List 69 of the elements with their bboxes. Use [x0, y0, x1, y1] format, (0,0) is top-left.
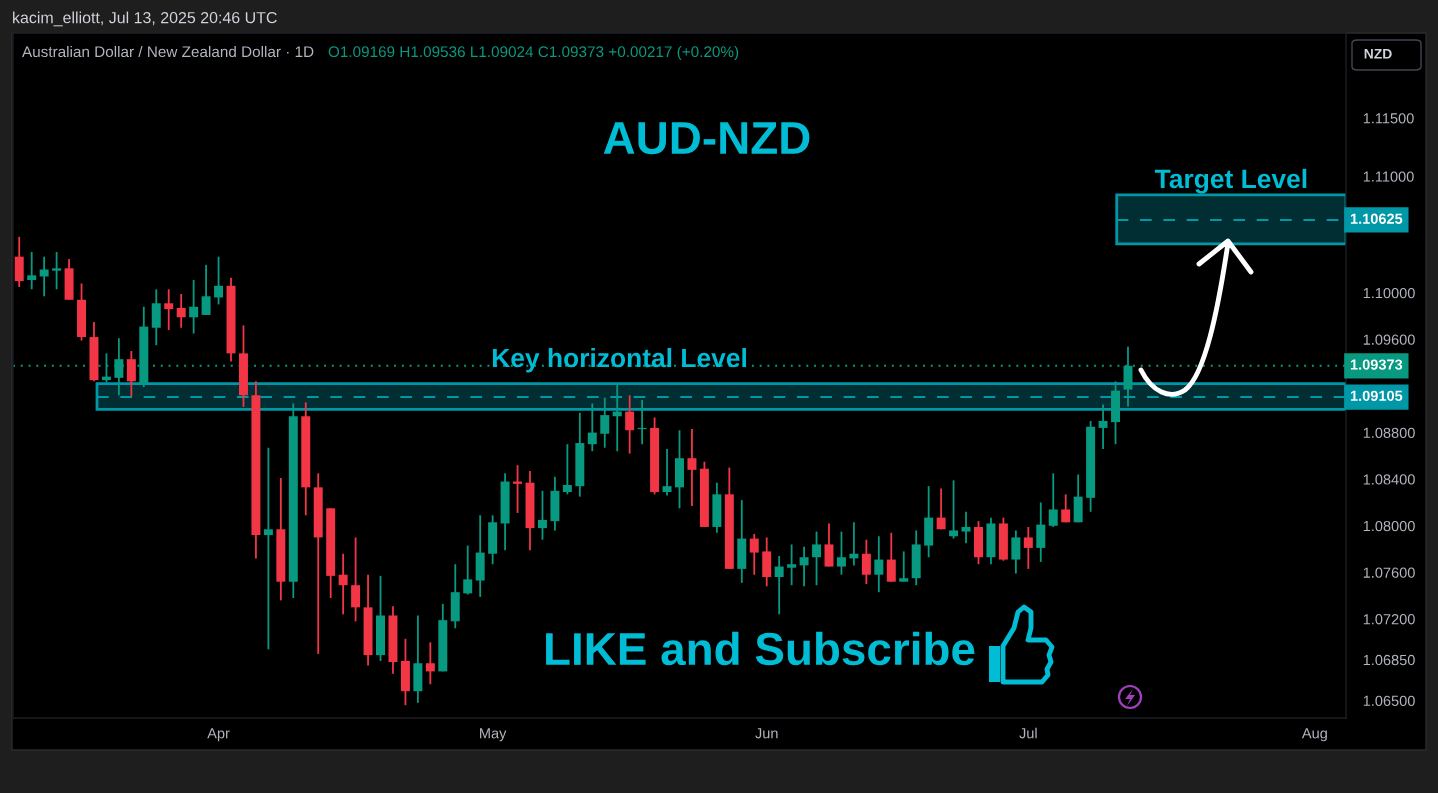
candlestick	[936, 487, 946, 531]
candlestick	[886, 531, 896, 583]
y-tick-label: 1.08000	[1363, 520, 1415, 532]
annotation: LIKE and Subscribe	[546, 631, 975, 666]
candlestick	[787, 543, 797, 587]
candlestick	[338, 552, 348, 616]
candlestick	[961, 510, 971, 545]
candlestick	[1011, 529, 1021, 575]
candlestick	[1098, 403, 1108, 450]
candlestick	[463, 544, 473, 596]
candlestick	[662, 447, 672, 497]
band-label: Key horizontal Level	[492, 347, 746, 373]
candlestick	[625, 394, 635, 455]
text: kacim_elliott, Jul 13, 2025 20:46 UTC	[13, 11, 277, 27]
candlestick	[214, 255, 224, 306]
candlestick	[799, 545, 809, 588]
candlestick	[537, 489, 547, 541]
candlestick	[824, 522, 834, 568]
candlestick	[351, 536, 361, 623]
x-tick-label: Aug	[1301, 728, 1327, 742]
candlestick	[1061, 493, 1071, 524]
candlestick	[176, 293, 186, 329]
x-tick-label: May	[480, 728, 507, 742]
candlestick	[637, 399, 647, 446]
ref-line-label: 1.09373	[1350, 359, 1403, 370]
candlestick	[774, 555, 784, 616]
y-tick-label: 1.10000	[1363, 287, 1415, 299]
ref-line-label: 1.09105	[1350, 390, 1403, 401]
y-tick-label: 1.11500	[1363, 113, 1414, 124]
y-tick-label: 1.06500	[1363, 695, 1415, 706]
ref-line-label: 1.10625	[1350, 213, 1403, 224]
x-tick-label: Apr	[207, 728, 230, 742]
candlestick	[52, 251, 62, 291]
candlestick	[189, 279, 199, 335]
candlestick	[126, 350, 136, 398]
candlestick	[874, 535, 884, 594]
text: AUD-NZD	[603, 122, 810, 155]
candlestick	[836, 530, 846, 576]
candlestick	[1023, 526, 1033, 570]
y-tick-label: 1.08800	[1363, 427, 1415, 439]
candlestick	[164, 288, 174, 331]
y-tick-label: 1.07600	[1363, 567, 1415, 578]
candlestick	[587, 402, 597, 453]
y-tick-label: 1.11000	[1363, 171, 1414, 182]
candlestick	[201, 263, 211, 316]
candlestick	[812, 530, 822, 587]
candlestick	[425, 641, 435, 686]
candlestick	[1048, 472, 1058, 528]
annotation: O1.09169 H1.09536 L1.09024 C1.09373 +0.00217 (+0.20%)	[328, 45, 739, 61]
candlestick	[1036, 501, 1046, 563]
y-axis-title: NZD	[1364, 49, 1392, 59]
y-tick-label: 1.09600	[1363, 334, 1415, 345]
candlestick	[949, 479, 959, 540]
candlestick	[562, 443, 572, 496]
text: Australian Dollar / New Zealand Dollar · 1D	[22, 45, 314, 58]
candlestick	[899, 550, 909, 583]
candlestick	[39, 255, 49, 298]
candlestick	[687, 428, 697, 507]
x-tick-label: Jun	[755, 728, 778, 739]
candlestick	[263, 446, 273, 651]
band-label: Target Level	[1154, 168, 1307, 194]
candlestick	[861, 538, 871, 585]
candlestick	[600, 396, 610, 449]
y-tick-label: 1.06850	[1363, 654, 1415, 666]
candlestick	[749, 533, 759, 576]
x-tick-label: Jul	[1019, 727, 1037, 739]
y-tick-label: 1.07200	[1363, 614, 1415, 625]
candlestick	[27, 251, 37, 291]
y-tick-label: 1.08400	[1363, 474, 1415, 485]
